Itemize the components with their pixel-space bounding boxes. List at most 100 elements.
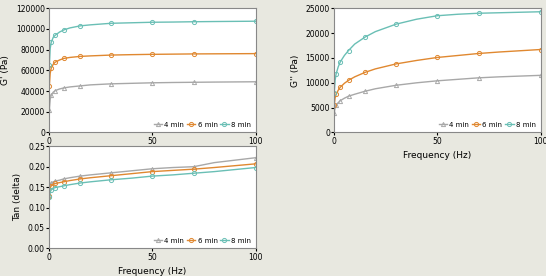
4 min: [332, 106, 339, 109]
4 min: [46, 108, 52, 112]
4 min: [455, 78, 461, 81]
8 min: [341, 54, 348, 57]
4 min: [77, 174, 84, 178]
8 min: [50, 36, 57, 39]
Line: 8 min: 8 min: [332, 10, 543, 95]
6 min: [87, 176, 94, 179]
4 min: [191, 165, 197, 168]
8 min: [149, 21, 156, 24]
6 min: [108, 174, 114, 177]
6 min: [48, 67, 55, 70]
4 min: [128, 169, 135, 172]
6 min: [337, 86, 343, 89]
4 min: [345, 95, 352, 98]
8 min: [252, 166, 259, 169]
8 min: [67, 26, 73, 30]
4 min: [52, 179, 58, 183]
4 min: [341, 97, 348, 100]
8 min: [345, 49, 352, 52]
8 min: [393, 23, 399, 26]
6 min: [128, 172, 135, 175]
6 min: [335, 89, 341, 92]
8 min: [191, 172, 197, 175]
6 min: [67, 56, 73, 59]
Line: 8 min: 8 min: [48, 165, 258, 200]
6 min: [455, 54, 461, 57]
Legend: 4 min, 6 min, 8 min: 4 min, 6 min, 8 min: [437, 120, 537, 129]
8 min: [128, 21, 135, 25]
X-axis label: Frequency (Hz): Frequency (Hz): [403, 151, 471, 160]
4 min: [496, 75, 502, 78]
6 min: [67, 179, 73, 182]
4 min: [252, 80, 259, 83]
4 min: [413, 81, 420, 84]
4 min: [211, 161, 218, 164]
4 min: [191, 81, 197, 84]
6 min: [252, 52, 259, 55]
4 min: [56, 179, 63, 182]
8 min: [372, 30, 378, 33]
Line: 4 min: 4 min: [48, 156, 258, 197]
8 min: [333, 72, 340, 76]
6 min: [77, 55, 84, 58]
6 min: [52, 60, 58, 64]
4 min: [331, 111, 337, 114]
4 min: [211, 80, 218, 84]
8 min: [331, 91, 337, 94]
6 min: [128, 53, 135, 56]
Y-axis label: Tan (delta): Tan (delta): [14, 173, 22, 221]
6 min: [191, 52, 197, 55]
4 min: [77, 84, 84, 87]
4 min: [149, 167, 156, 170]
8 min: [47, 190, 54, 194]
8 min: [476, 12, 482, 15]
Legend: 4 min, 6 min, 8 min: 4 min, 6 min, 8 min: [153, 120, 252, 129]
8 min: [496, 11, 502, 14]
4 min: [149, 81, 156, 84]
Line: 4 min: 4 min: [48, 80, 258, 112]
4 min: [352, 92, 358, 96]
8 min: [434, 14, 441, 17]
8 min: [60, 184, 67, 188]
6 min: [537, 48, 544, 51]
Y-axis label: G' (Pa): G' (Pa): [1, 55, 10, 85]
6 min: [211, 166, 218, 169]
6 min: [413, 59, 420, 62]
6 min: [47, 186, 54, 190]
6 min: [149, 53, 156, 56]
4 min: [56, 87, 63, 91]
4 min: [393, 84, 399, 87]
4 min: [87, 173, 94, 177]
8 min: [60, 28, 67, 32]
Line: 4 min: 4 min: [332, 73, 543, 115]
6 min: [50, 183, 57, 186]
6 min: [476, 52, 482, 55]
6 min: [211, 52, 218, 55]
6 min: [352, 75, 358, 78]
4 min: [335, 101, 341, 104]
6 min: [48, 184, 55, 188]
X-axis label: Frequency (Hz): Frequency (Hz): [118, 151, 187, 160]
6 min: [333, 92, 340, 96]
8 min: [455, 13, 461, 16]
4 min: [48, 94, 55, 97]
8 min: [191, 20, 197, 23]
6 min: [372, 67, 378, 71]
4 min: [67, 85, 73, 89]
Line: 6 min: 6 min: [48, 162, 258, 198]
6 min: [496, 50, 502, 54]
8 min: [48, 188, 55, 192]
4 min: [46, 194, 52, 197]
8 min: [46, 196, 52, 199]
6 min: [345, 79, 352, 82]
Line: 6 min: 6 min: [332, 47, 543, 107]
8 min: [108, 22, 114, 25]
8 min: [56, 185, 63, 189]
6 min: [87, 54, 94, 58]
6 min: [434, 56, 441, 59]
4 min: [252, 156, 259, 159]
4 min: [537, 74, 544, 77]
6 min: [170, 169, 176, 172]
4 min: [372, 87, 378, 91]
8 min: [352, 43, 358, 46]
